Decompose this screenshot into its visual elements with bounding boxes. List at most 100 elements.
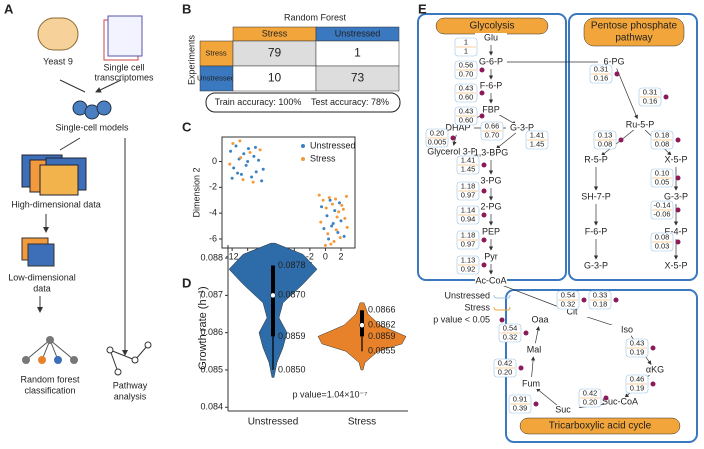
scatter-point — [323, 243, 327, 247]
matrix-title: Random Forest — [284, 12, 347, 22]
metabolite: 3-PG — [480, 175, 501, 185]
node-bg — [475, 202, 507, 212]
label: analysis — [114, 391, 147, 401]
scatter-point — [257, 158, 261, 162]
flux-stress: 0.005 — [428, 137, 447, 146]
flux-unstressed: 0.66 — [485, 121, 500, 130]
scatter-point — [345, 225, 349, 229]
column-label: Unstressed — [335, 28, 381, 38]
node-bg — [475, 81, 507, 91]
pathway-arrow — [497, 283, 567, 311]
scatter-point — [261, 167, 265, 171]
node-bg — [580, 227, 612, 237]
scatter-point — [322, 227, 326, 231]
flux-stress: 0.32 — [503, 332, 518, 341]
significance-dot — [481, 262, 487, 268]
flux-stress: 0.03 — [655, 241, 670, 250]
scatter-point — [334, 228, 338, 232]
significance-dot — [481, 188, 487, 194]
label: Low-dimensional — [8, 272, 76, 282]
legend-label: Unstressed — [310, 140, 356, 150]
significance-dot — [650, 381, 656, 387]
y-axis-label: Dimension 2 — [191, 167, 201, 217]
x-tick-label: 2 — [338, 251, 343, 261]
y-tick-label: 0.087 — [200, 290, 223, 300]
scatter-point — [329, 242, 333, 246]
x-tick-label: Unstressed — [248, 417, 299, 428]
y-tick-label: 0 — [212, 156, 217, 166]
pathway-arrow — [535, 387, 558, 406]
node-bg — [660, 192, 692, 202]
node-bg — [475, 252, 507, 262]
pathway-arrow — [535, 326, 541, 344]
metabolite: G-3-P — [510, 122, 534, 132]
x-tick-label: -12 — [226, 251, 239, 261]
x-tick-label: -2 — [306, 251, 314, 261]
flux-stress: 0.18 — [593, 299, 608, 308]
scatter-point — [251, 180, 255, 184]
scatter-point — [260, 179, 264, 183]
metabolite: G-3-P — [584, 260, 608, 270]
flux-unstressed: 0.31 — [594, 64, 609, 73]
flux-stress: 1 — [464, 46, 468, 55]
scatter-point — [324, 206, 328, 210]
flux-stress: 0.70 — [459, 69, 474, 78]
flux-unstressed: 1.18 — [461, 181, 476, 190]
node-bg — [580, 261, 612, 271]
row-header — [199, 65, 234, 92]
flux-stress: 0.70 — [485, 130, 500, 139]
scatter-point — [328, 198, 332, 202]
scatter-point — [333, 209, 337, 213]
flux-unstressed: 0.91 — [513, 394, 528, 403]
scatter-point — [334, 197, 338, 201]
panel-label: B — [182, 1, 191, 16]
flux-stress: 0.19 — [630, 383, 645, 392]
flux-stress: -0.06 — [653, 209, 670, 218]
flux-stress: 1.45 — [530, 139, 545, 148]
y-tick-label: 0.085 — [200, 364, 223, 374]
value-label: 0.0862 — [368, 320, 396, 330]
scatter-point — [327, 196, 331, 200]
legend-unstressed — [493, 294, 511, 299]
pathway-title: Pentose phosphate — [591, 21, 678, 32]
node-bg — [524, 315, 556, 325]
flux-unstressed: 0.20 — [430, 128, 445, 137]
node-bg — [660, 227, 692, 237]
flux-stress: 0.08 — [598, 139, 613, 148]
value-label: 0.0859 — [368, 331, 396, 341]
scatter-point — [230, 176, 234, 180]
pathway-title: pathway — [615, 33, 652, 44]
significance-dot — [675, 175, 681, 181]
flux-unstressed: 0.43 — [459, 106, 474, 115]
legend-label: Stress — [464, 302, 490, 312]
column-label: Stress — [262, 28, 288, 38]
node-bg — [639, 365, 671, 375]
flux-unstressed: 1.18 — [461, 230, 476, 239]
scatter-point — [343, 216, 347, 220]
scatter-point — [317, 193, 321, 197]
significance-dot — [479, 113, 485, 119]
scatter-point — [339, 219, 343, 223]
scatter-point — [338, 236, 342, 240]
node-bg — [598, 57, 630, 67]
significance-dot — [518, 365, 524, 371]
significance-dot — [675, 207, 681, 213]
value-label: 0.0878 — [278, 260, 306, 270]
node-bg — [475, 148, 507, 158]
flux-stress: 0.20 — [498, 367, 513, 376]
scatter-point — [319, 220, 323, 224]
matrix-cell — [315, 40, 400, 67]
label: High-dimensional data — [11, 199, 101, 209]
metabolite: Fum — [522, 378, 540, 388]
significance-dot — [675, 239, 681, 245]
panel-label: A — [4, 1, 14, 16]
legend-marker — [301, 157, 305, 161]
scatter-point — [228, 162, 232, 166]
flux-unstressed: 0.46 — [630, 374, 645, 383]
scatter-point — [246, 160, 250, 164]
flux-unstressed: 0.54 — [503, 323, 518, 332]
flux-stress: 0.97 — [461, 239, 476, 248]
metabolite: 6-PG — [603, 56, 624, 66]
label: Random forest — [20, 374, 80, 384]
y-tick-label: 0.086 — [200, 327, 223, 337]
